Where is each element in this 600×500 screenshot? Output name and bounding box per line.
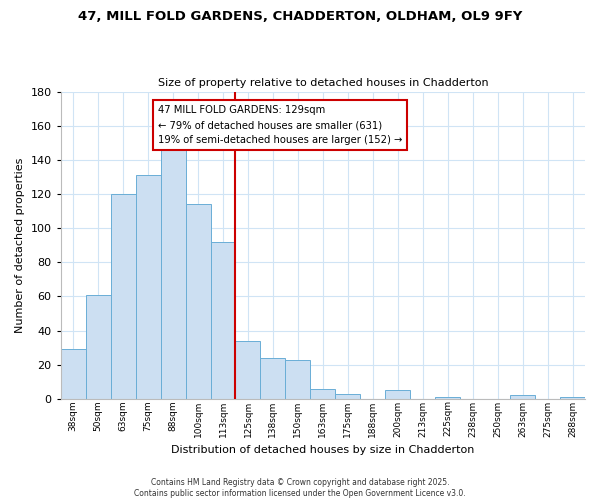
Bar	[235, 341, 260, 399]
Bar	[286, 360, 310, 399]
Bar	[260, 358, 286, 399]
Y-axis label: Number of detached properties: Number of detached properties	[15, 158, 25, 333]
Bar	[185, 204, 211, 399]
Bar	[136, 175, 161, 399]
Bar	[211, 242, 235, 399]
Bar	[385, 390, 410, 399]
Bar	[86, 294, 110, 399]
Bar	[310, 388, 335, 399]
Bar	[510, 396, 535, 399]
Text: Contains HM Land Registry data © Crown copyright and database right 2025.
Contai: Contains HM Land Registry data © Crown c…	[134, 478, 466, 498]
Bar	[61, 350, 86, 399]
Bar	[110, 194, 136, 399]
X-axis label: Distribution of detached houses by size in Chadderton: Distribution of detached houses by size …	[171, 445, 475, 455]
Bar	[161, 143, 185, 399]
Bar	[435, 397, 460, 399]
Text: 47 MILL FOLD GARDENS: 129sqm
← 79% of detached houses are smaller (631)
19% of s: 47 MILL FOLD GARDENS: 129sqm ← 79% of de…	[158, 106, 402, 145]
Bar	[335, 394, 361, 399]
Bar	[560, 397, 585, 399]
Title: Size of property relative to detached houses in Chadderton: Size of property relative to detached ho…	[158, 78, 488, 88]
Text: 47, MILL FOLD GARDENS, CHADDERTON, OLDHAM, OL9 9FY: 47, MILL FOLD GARDENS, CHADDERTON, OLDHA…	[78, 10, 522, 23]
